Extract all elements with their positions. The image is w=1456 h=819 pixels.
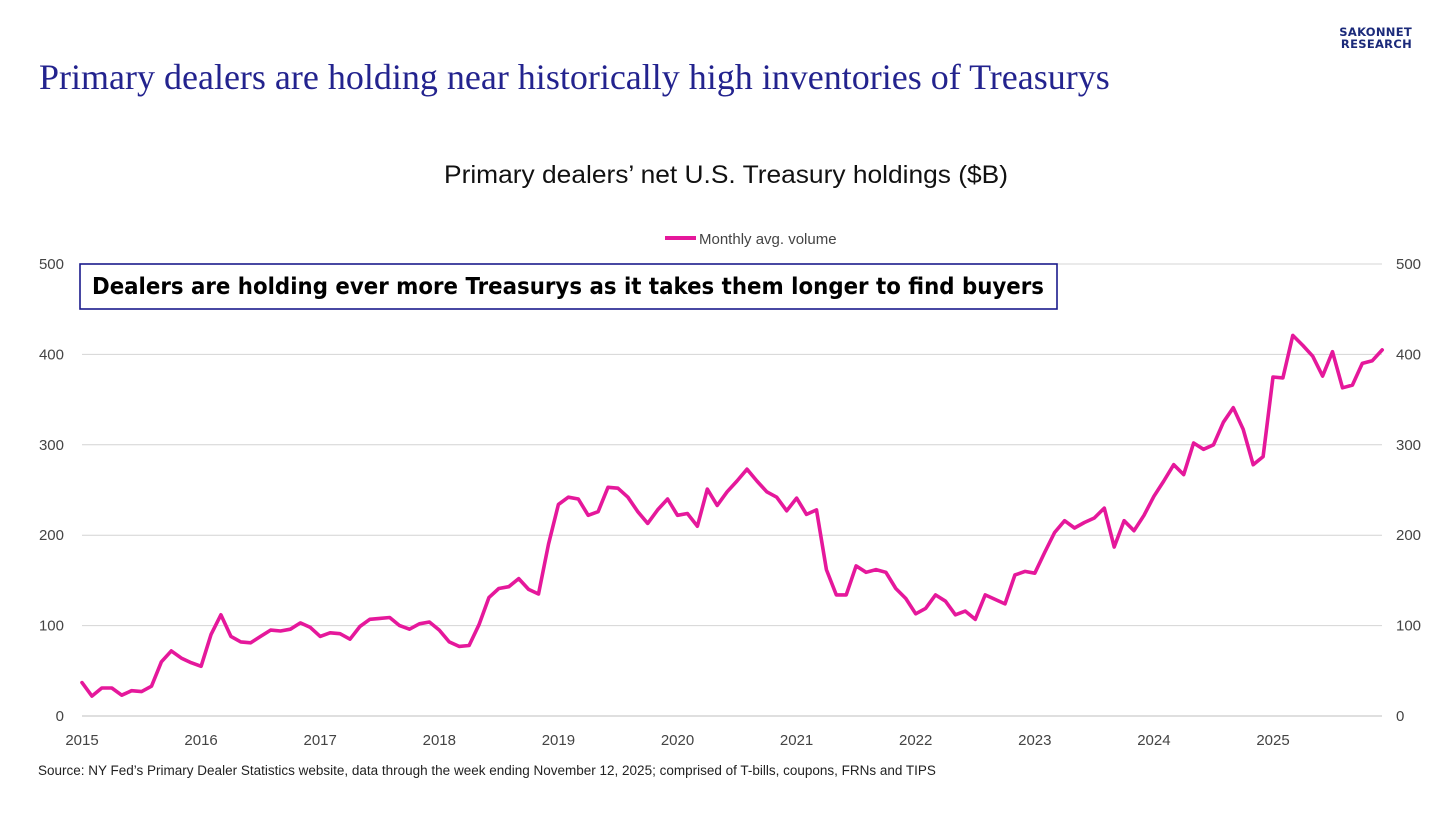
legend: Monthly avg. volume [665,231,837,248]
y-tick-left-500: 500 [39,256,64,273]
series-line [80,333,1384,698]
y-tick-right-200: 200 [1396,527,1421,544]
x-tick-2018: 2018 [423,732,456,749]
legend-label: Monthly avg. volume [699,231,837,248]
x-tick-2023: 2023 [1018,732,1051,749]
y-tick-right-0: 0 [1396,708,1404,725]
x-tick-2021: 2021 [780,732,813,749]
y-tick-left-400: 400 [39,346,64,363]
brand-line-1: SAKONNET [1339,25,1412,39]
y-axis-right: 0 100 200 300 400 500 [1396,256,1421,725]
annotation-box: Dealers are holding ever more Treasurys … [79,263,1058,310]
y-tick-left-100: 100 [39,618,64,635]
y-tick-left-0: 0 [56,708,64,725]
x-tick-2015: 2015 [65,732,98,749]
y-tick-right-500: 500 [1396,256,1421,273]
y-tick-left-300: 300 [39,437,64,454]
gridlines [82,263,1382,717]
x-tick-2025: 2025 [1256,732,1289,749]
x-tick-2017: 2017 [304,732,337,749]
x-axis: 2015 2016 2017 2018 2019 2020 2021 2022 2023 2024… [65,732,1289,749]
x-tick-2016: 2016 [184,732,217,749]
x-tick-2019: 2019 [542,732,575,749]
source-note: Source: NY Fed’s Primary Dealer Statisti… [38,763,936,778]
y-tick-right-400: 400 [1396,346,1421,363]
annotation-text: Dealers are holding ever more Treasurys … [92,274,1044,300]
chart-title: Primary dealers’ net U.S. Treasury holdi… [444,161,1008,189]
x-tick-2020: 2020 [661,732,694,749]
y-tick-right-100: 100 [1396,618,1421,635]
page-title: Primary dealers are holding near histori… [39,57,1110,97]
x-tick-2022: 2022 [899,732,932,749]
brand-logo: SAKONNET RESEARCH [1322,26,1412,50]
series-monthly-avg-volume [80,333,1384,698]
brand-line-2: RESEARCH [1340,37,1412,51]
x-tick-2024: 2024 [1137,732,1170,749]
y-axis-left: 0 100 200 300 400 500 [39,256,64,725]
y-tick-right-300: 300 [1396,437,1421,454]
y-tick-left-200: 200 [39,527,64,544]
annotation-border [79,263,1058,310]
